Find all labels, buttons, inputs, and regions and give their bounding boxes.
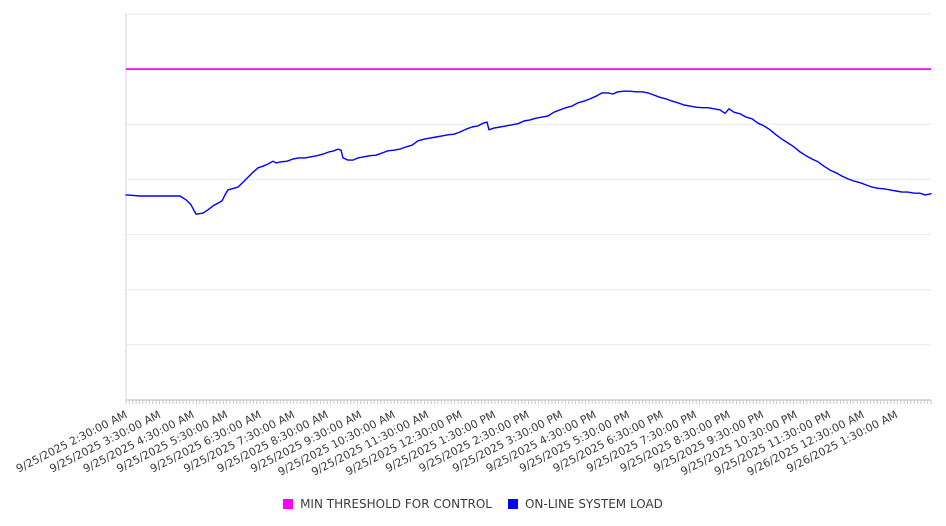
chart-legend: MIN THRESHOLD FOR CONTROL ON-LINE SYSTEM …	[0, 497, 946, 511]
legend-label: ON-LINE SYSTEM LOAD	[524, 497, 663, 511]
legend-swatch-icon	[507, 499, 518, 509]
x-axis-minor-ticks	[125, 400, 932, 404]
legend-item-on-line-system-load[interactable]: ON-LINE SYSTEM LOAD	[507, 497, 663, 511]
online-system-load-line	[125, 90, 932, 215]
legend-swatch-icon	[283, 499, 294, 509]
legend-item-min-threshold-for-control[interactable]: MIN THRESHOLD FOR CONTROL	[283, 497, 492, 511]
x-axis-labels: 9/25/2025 2:30:00 AM9/25/2025 3:30:00 AM…	[14, 408, 900, 479]
legend-label: MIN THRESHOLD FOR CONTROL	[300, 497, 492, 511]
chart-canvas: 9/25/2025 2:30:00 AM9/25/2025 3:30:00 AM…	[14, 13, 932, 479]
